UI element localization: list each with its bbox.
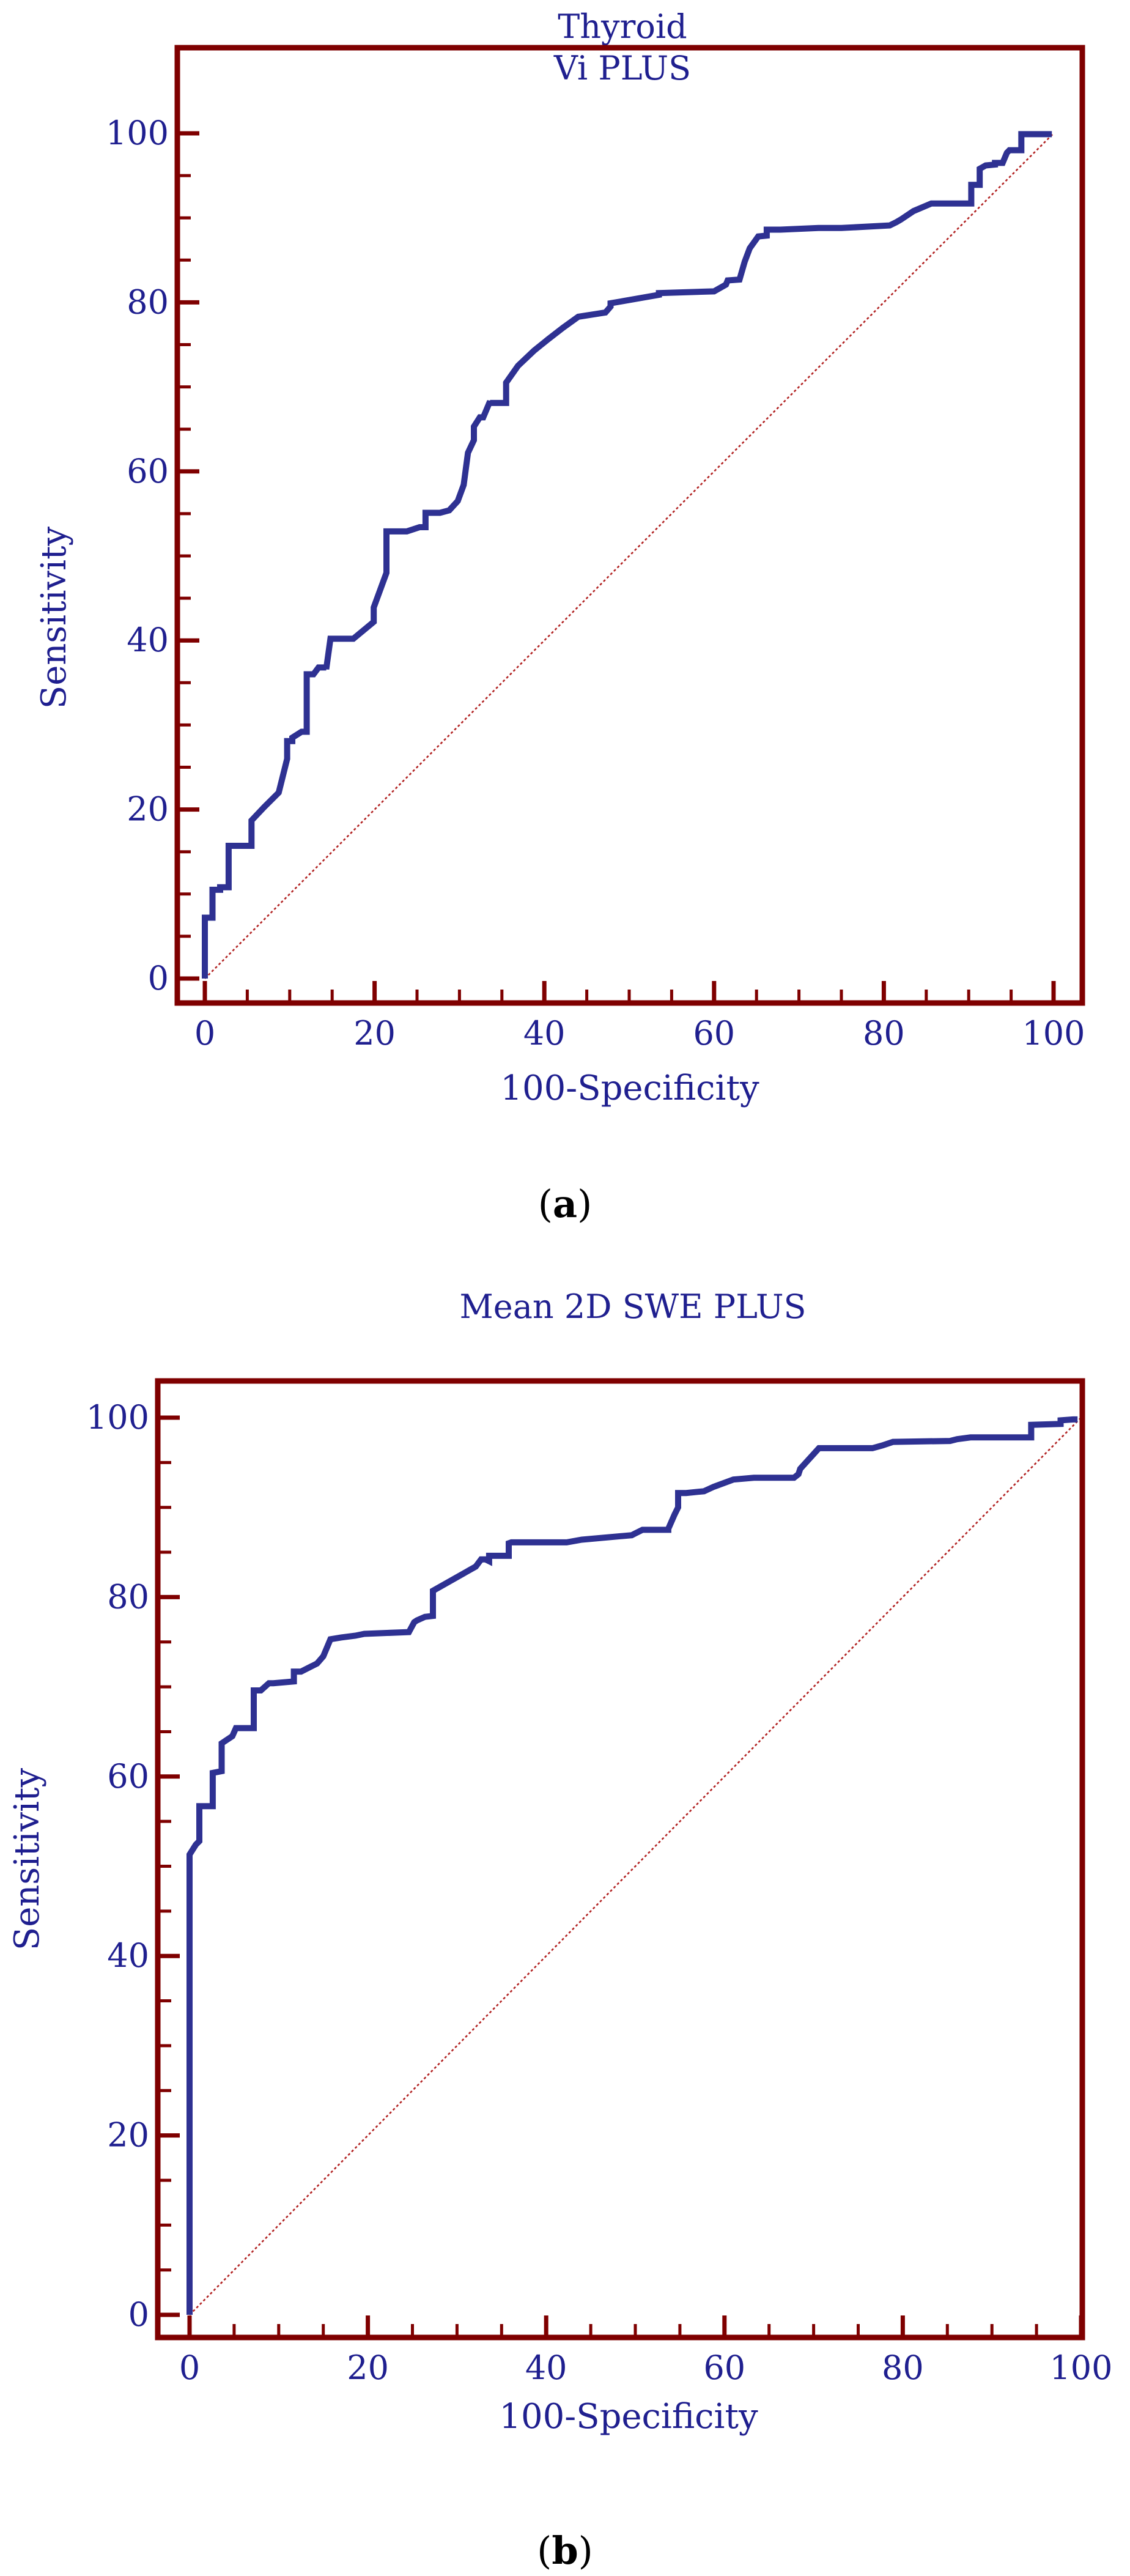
chart-a-y-tick-label: 60 — [127, 452, 169, 490]
chart-a-x-tick-label: 80 — [863, 1014, 905, 1053]
chart-b-y-tick-label: 20 — [107, 2116, 149, 2155]
chart-a-x-tick: 100 — [1022, 981, 1085, 1053]
chart-b-x-tick: 60 — [703, 2315, 745, 2387]
chart-a-x-tick-label: 20 — [353, 1014, 396, 1053]
chart-b-y-tick: 60 — [107, 1757, 180, 1796]
chart-a-y-tick-label: 80 — [127, 283, 169, 321]
chart-b-x-tick: 80 — [882, 2315, 924, 2387]
chart-a-x-tick-label: 100 — [1022, 1014, 1085, 1053]
chart-b-minor-ticks — [158, 1460, 1038, 2337]
chart-a-y-tick: 20 — [127, 790, 199, 829]
chart-a-subtitle: Vi PLUS — [553, 49, 691, 87]
chart-a-x-tick: 80 — [863, 981, 905, 1053]
chart-b-roc-curve — [186, 1416, 1078, 2315]
chart-a-x-axis-title: 100-Specificity — [500, 1068, 759, 1108]
chart-b-y-axis: 0 20 40 60 80 100 — [86, 1398, 180, 2334]
chart-b-y-tick: 100 — [86, 1398, 180, 1437]
chart-b-x-axis: 0 20 40 60 80 100 — [179, 2315, 1113, 2387]
chart-b-y-tick: 40 — [107, 1936, 180, 1975]
chart-a-x-tick: 0 — [194, 981, 215, 1053]
chart-b-x-tick-label: 100 — [1049, 2348, 1112, 2387]
panel-b-caption: (b) — [537, 2528, 593, 2573]
chart-b-title: Mean 2D SWE PLUS — [459, 1287, 806, 1326]
chart-b-y-tick: 20 — [107, 2116, 180, 2155]
chart-b-reference-diagonal — [189, 1417, 1082, 2315]
chart-b-y-tick-label: 0 — [128, 2295, 149, 2334]
chart-b-x-axis-title: 100-Specificity — [499, 2397, 758, 2437]
chart-b-x-tick: 20 — [347, 2315, 389, 2387]
chart-b-x-tick-label: 40 — [525, 2348, 567, 2387]
chart-b-x-tick-label: 20 — [347, 2348, 389, 2387]
chart-b-y-tick: 0 — [128, 2295, 180, 2334]
chart-b-y-tick-label: 80 — [107, 1577, 149, 1616]
chart-a-plot-frame — [174, 45, 1085, 1006]
chart-a-roc-curve — [202, 131, 1052, 979]
chart-a-minor-ticks — [177, 174, 1013, 1003]
chart-a-x-tick: 20 — [353, 981, 396, 1053]
chart-a-y-tick: 0 — [148, 959, 199, 997]
chart-a-x-tick-label: 40 — [523, 1014, 566, 1053]
chart-a-x-tick: 40 — [523, 981, 566, 1053]
panel-a-caption: (a) — [538, 1182, 593, 1226]
chart-b-x-tick: 100 — [1049, 2315, 1113, 2387]
chart-b-x-tick: 40 — [525, 2315, 567, 2387]
chart-a-x-tick: 60 — [693, 981, 735, 1053]
chart-a-y-tick-label: 0 — [148, 959, 169, 997]
chart-a-y-tick: 60 — [127, 452, 199, 490]
chart-a-y-axis-title: Sensitivity — [34, 526, 74, 709]
chart-a-x-tick-label: 0 — [194, 1014, 215, 1053]
chart-b-y-axis-title: Sensitivity — [7, 1767, 47, 1950]
chart-a-y-tick-label: 40 — [127, 621, 169, 659]
chart-a-y-tick-label: 20 — [127, 790, 169, 829]
chart-a-y-tick-label: 100 — [106, 114, 169, 152]
chart-b-y-tick-label: 100 — [86, 1398, 149, 1437]
chart-b-x-tick-label: 0 — [179, 2348, 200, 2387]
chart-a-x-tick-label: 60 — [693, 1014, 735, 1053]
chart-b-y-tick-label: 60 — [107, 1757, 149, 1796]
chart-a-y-tick: 80 — [127, 283, 199, 321]
chart-a-y-tick: 100 — [106, 114, 199, 152]
chart-panel-b: Mean 2D SWE PLUS 0 20 40 60 80 100 0 20 … — [7, 1287, 1113, 2573]
chart-b-x-tick-label: 80 — [882, 2348, 924, 2387]
chart-b-plot-frame — [155, 1378, 1085, 2341]
chart-panel-a: Thyroid Vi PLUS 0 20 40 60 80 100 0 20 4… — [34, 7, 1085, 1226]
chart-a-title: Thyroid — [558, 7, 687, 46]
chart-b-x-tick: 0 — [179, 2315, 200, 2387]
chart-b-y-tick: 80 — [107, 1577, 180, 1616]
chart-a-x-axis: 0 20 40 60 80 100 — [194, 981, 1085, 1053]
chart-b-y-tick-label: 40 — [107, 1936, 149, 1975]
chart-b-x-tick-label: 60 — [703, 2348, 745, 2387]
chart-a-y-axis: 0 20 40 60 80 100 — [106, 114, 199, 997]
chart-a-y-tick: 40 — [127, 621, 199, 659]
chart-a-reference-diagonal — [204, 133, 1054, 979]
